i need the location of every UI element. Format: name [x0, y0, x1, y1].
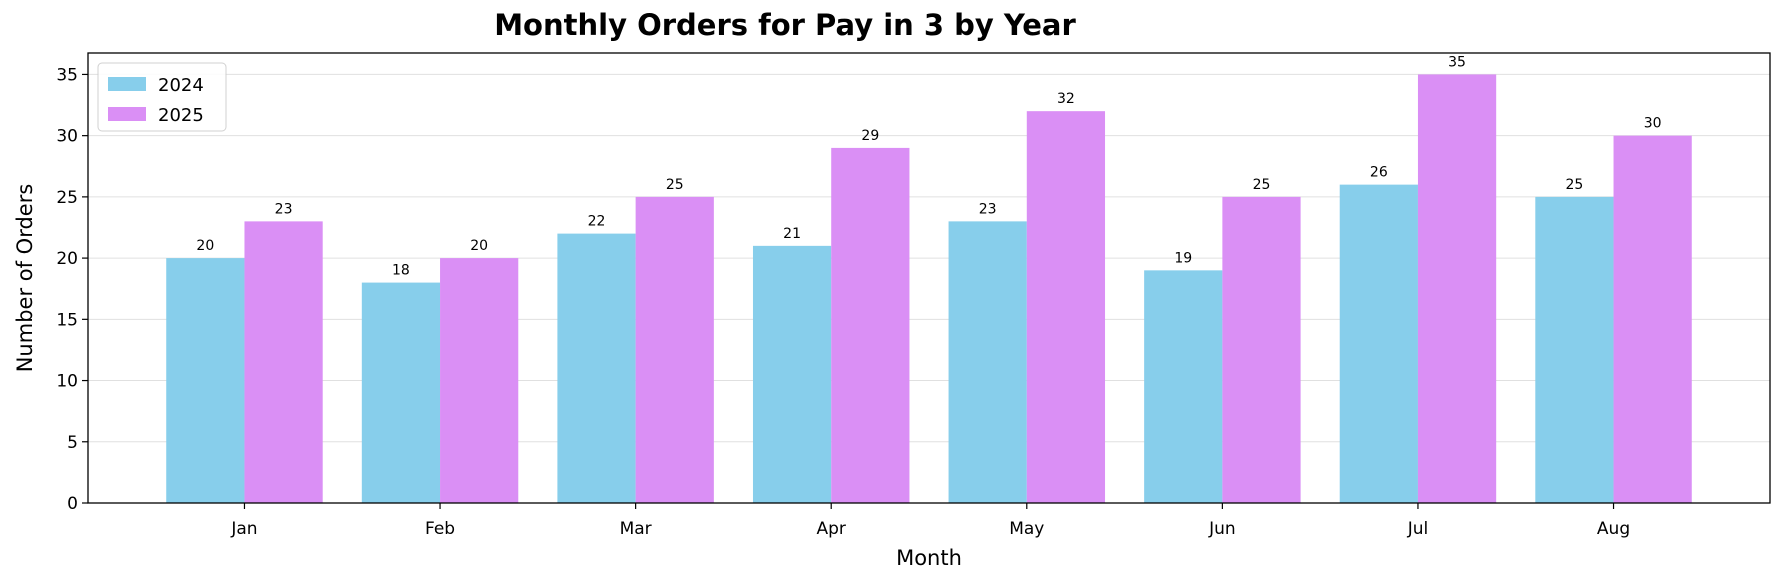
data-label-2025-feb: 20 — [470, 238, 488, 254]
x-tick-label: Jun — [1208, 519, 1236, 539]
data-label-2024-jan: 20 — [196, 238, 214, 254]
data-label-2025-aug: 30 — [1644, 116, 1662, 132]
y-tick-label: 10 — [56, 372, 78, 392]
x-tick-label: Aug — [1597, 519, 1630, 539]
bar-2025-jun — [1222, 196, 1301, 503]
x-tick-label: Jan — [230, 519, 257, 539]
bar-2025-may — [1026, 111, 1106, 503]
y-tick-label: 15 — [56, 310, 78, 330]
data-label-2024-jul: 26 — [1370, 165, 1388, 181]
bar-2025-feb — [440, 258, 519, 503]
data-label-2025-jan: 23 — [275, 201, 293, 217]
x-tick-label: Jul — [1407, 519, 1429, 539]
plot-frame — [87, 52, 1771, 504]
bar-2025-mar — [635, 196, 714, 503]
x-axis-label: Month — [896, 546, 962, 570]
bar-2024-apr — [752, 245, 832, 503]
bars — [166, 74, 1692, 504]
legend-swatch-2025 — [108, 107, 146, 121]
x-tick-label: Apr — [816, 519, 845, 539]
y-tick-label: 0 — [67, 494, 78, 514]
x-tick-label: Mar — [620, 519, 652, 539]
legend-label-2025: 2025 — [158, 105, 204, 126]
bar-2025-jan — [244, 221, 323, 503]
bar-2025-apr — [831, 147, 910, 504]
data-label-2025-apr: 29 — [861, 128, 879, 144]
data-label-2024-mar: 22 — [588, 214, 606, 230]
bar-2024-feb — [361, 282, 441, 503]
x-tick-label: May — [1009, 519, 1044, 539]
y-tick-label: 25 — [56, 188, 78, 208]
grid-lines — [88, 73, 1770, 443]
y-tick-label: 20 — [56, 249, 78, 269]
bar-2025-jul — [1417, 74, 1497, 503]
data-label-2024-jun: 19 — [1174, 250, 1192, 266]
y-tick-label: 5 — [67, 433, 78, 453]
legend-label-2024: 2024 — [158, 75, 204, 96]
data-label-2024-feb: 18 — [392, 263, 410, 279]
x-axis: Jan Feb Mar Apr May Jun Jul Aug — [230, 503, 1630, 539]
bar-2024-mar — [557, 233, 636, 503]
y-tick-label: 35 — [56, 65, 78, 85]
chart-title: Monthly Orders for Pay in 3 by Year — [494, 8, 1076, 42]
data-label-2025-jul: 35 — [1448, 54, 1466, 70]
data-label-2024-apr: 21 — [783, 226, 801, 242]
bar-2024-may — [948, 221, 1027, 503]
legend: 2024 2025 — [97, 62, 227, 132]
data-label-2025-may: 32 — [1057, 91, 1075, 107]
y-axis-label: Number of Orders — [13, 184, 37, 373]
bar-2024-jan — [166, 258, 245, 503]
data-label-2024-may: 23 — [979, 201, 997, 217]
x-tick-label: Feb — [425, 519, 455, 539]
data-label-2024-aug: 25 — [1566, 177, 1584, 193]
data-label-2025-jun: 25 — [1253, 177, 1271, 193]
bar-2024-aug — [1535, 196, 1614, 503]
y-axis: 0 5 10 15 20 25 30 35 — [56, 65, 88, 514]
data-label-2025-mar: 25 — [666, 177, 684, 193]
bar-2025-aug — [1613, 135, 1692, 503]
legend-swatch-2024 — [108, 77, 146, 91]
bar-2024-jun — [1144, 270, 1223, 503]
bar-2024-jul — [1339, 184, 1418, 503]
y-tick-label: 30 — [56, 127, 78, 147]
data-labels: 20 18 22 21 23 19 26 25 23 20 25 29 32 25 35 30 — [196, 54, 1661, 278]
